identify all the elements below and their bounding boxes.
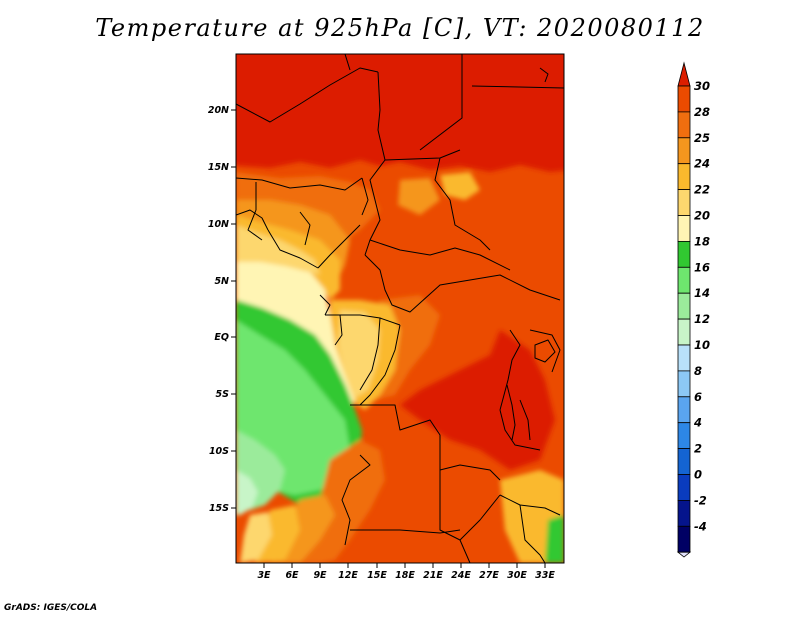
lon-label: 15E [367,570,387,581]
lon-label: 30E [507,570,527,581]
country-borders [236,54,564,563]
colorbar-swatch [677,85,691,113]
map-frame [235,53,565,564]
colorbar-label: 30 [694,79,710,93]
colorbar-swatch [677,525,691,553]
lat-label: 5N [214,276,229,287]
lon-label: 6E [285,570,299,581]
lat-label: 20N [208,105,229,116]
colorbar-swatch [677,137,691,165]
lat-label: 10N [208,219,229,230]
lon-label: 27E [479,570,499,581]
colorbar-label: -4 [694,519,707,533]
colorbar-label: 10 [694,338,710,352]
colorbar-swatch [677,266,691,294]
colorbar-label: 18 [694,234,710,248]
colorbar-swatch [677,370,691,398]
lon-label: 21E [423,570,443,581]
colorbar-label: 4 [693,416,702,430]
colorbar-label: 12 [694,312,710,326]
colorbar-swatch [677,189,691,216]
colorbar-swatch [677,474,691,501]
colorbar-label: 6 [694,390,702,404]
colorbar-swatch [677,292,691,320]
colorbar-bottom-triangle [676,551,692,558]
lat-label: 15S [209,503,229,514]
colorbar-swatch [677,215,691,242]
colorbar-label: 16 [694,260,710,274]
colorbar-swatch [677,499,691,527]
lat-label: 10S [209,446,229,457]
lat-label: EQ [214,332,229,343]
colorbar-top-triangle [677,61,691,87]
colorbar-label: 8 [694,364,702,378]
colorbar-swatch [677,422,691,450]
colorbar-swatch [677,240,691,268]
colorbar-swatch [677,396,691,424]
colorbar-label: 14 [694,286,710,300]
lon-label: 24E [451,570,471,581]
lon-label: 9E [313,570,327,581]
colorbar-label: 24 [694,157,710,171]
lat-label: 5S [216,389,230,400]
lon-label: 12E [338,570,358,581]
colorbar-label: 22 [694,183,710,197]
colorbar-label: 25 [694,131,710,145]
lon-axis [263,563,546,568]
colorbar-swatch [677,448,691,475]
credit-footer: GrADS: IGES/COLA [4,603,98,613]
lon-labels: 3E 6E 9E 12E 15E 18E 21E 24E 27E 30E 33E [257,570,555,581]
colorbar-label: 0 [694,468,702,482]
colorbar-swatch [677,318,691,346]
lon-label: 3E [257,570,271,581]
colorbar-swatch [677,163,691,190]
lat-axis [231,109,236,509]
colorbar-swatch [677,111,691,139]
lat-labels: 20N 15N 10N 5N EQ 5S 10S 15S [208,105,229,514]
lon-label: 33E [535,570,555,581]
colorbar-label: 2 [694,442,702,456]
colorbar-label: 20 [694,209,710,223]
colorbar-swatch [677,344,691,372]
lat-label: 15N [208,162,229,173]
colorbar-label: -2 [694,493,707,507]
colorbar-label: 28 [694,105,710,119]
map-title: Temperature at 925hPa [C], VT: 202008011… [95,14,705,42]
lon-label: 18E [395,570,415,581]
temperature-field [236,54,564,563]
